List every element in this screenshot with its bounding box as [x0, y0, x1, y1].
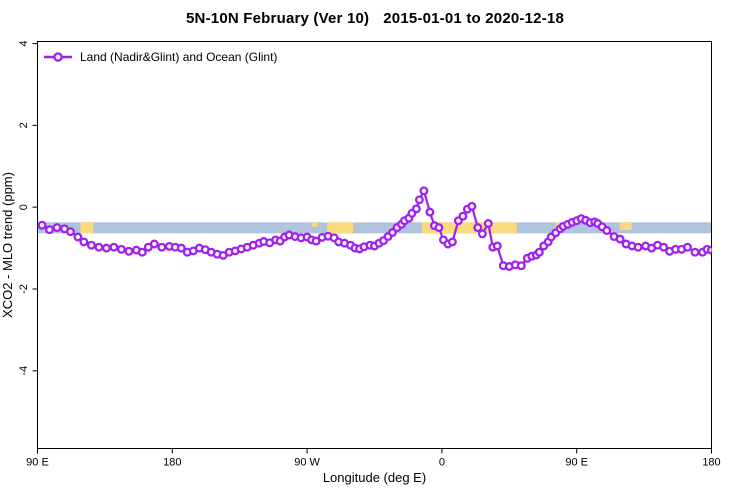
- plot-frame: [37, 41, 712, 449]
- y-axis-tick-label: 4: [18, 40, 30, 46]
- data-point-marker: [534, 247, 544, 257]
- title-region-period: 5N-10N February (Ver 10): [186, 10, 370, 27]
- data-point-marker: [30, 227, 37, 234]
- data-point-marker: [516, 261, 526, 271]
- data-point-marker: [66, 227, 75, 237]
- land-band-segment: [421, 222, 517, 234]
- data-point-marker: [425, 207, 435, 217]
- data-series: [30, 186, 712, 271]
- data-point-marker: [124, 246, 134, 256]
- title-date-range: 2015-01-01 to 2020-12-18: [383, 10, 564, 27]
- ocean-glint-band: [37, 222, 712, 234]
- data-point-marker: [458, 211, 468, 221]
- data-point-marker: [419, 186, 429, 196]
- x-axis-tick-label: 180: [163, 457, 181, 469]
- data-point-marker: [86, 240, 96, 250]
- land-band-segment: [619, 222, 632, 231]
- chart-title: 5N-10N February (Ver 10) 2015-01-01 to 20…: [0, 10, 750, 27]
- x-axis: 90 E 180 90 W 0 90 E 180: [26, 448, 721, 469]
- x-axis-tick-label: 180: [702, 457, 720, 469]
- y-axis-tick-label: -4: [18, 366, 30, 376]
- y-axis-title: XCO2 - MLO trend (ppm): [0, 172, 15, 318]
- data-point-marker: [157, 242, 167, 252]
- data-point-marker: [137, 247, 147, 257]
- data-point-marker: [94, 242, 104, 252]
- y-axis-tick-label: 0: [18, 204, 30, 210]
- data-point-marker: [79, 237, 89, 247]
- land-band-segment: [327, 222, 354, 234]
- data-point-marker: [116, 244, 126, 254]
- data-point-marker: [467, 201, 477, 211]
- x-axis-tick-label: 90 E: [565, 457, 588, 469]
- legend-marker-icon: [53, 52, 63, 62]
- data-point-marker: [45, 225, 54, 235]
- data-point-marker: [73, 232, 83, 242]
- y-axis-tick-label: 2: [18, 122, 30, 128]
- data-point-marker: [633, 242, 643, 252]
- data-point-marker: [434, 223, 444, 233]
- legend-label: Land (Nadir&Glint) and Ocean (Glint): [80, 50, 277, 64]
- data-point-marker: [483, 219, 493, 228]
- y-axis: 4 2 0 -2 -4: [18, 40, 38, 376]
- x-axis-title: Longitude (deg E): [323, 470, 426, 485]
- data-point-marker: [176, 243, 186, 253]
- data-point-marker: [473, 223, 483, 233]
- data-point-marker: [411, 204, 421, 214]
- data-point-marker: [690, 247, 700, 257]
- x-axis-tick-label: 0: [439, 457, 445, 469]
- data-point-marker: [707, 245, 712, 255]
- data-point-marker: [615, 234, 625, 244]
- y-axis-tick-label: -2: [18, 284, 30, 294]
- x-axis-tick-label: 90 E: [26, 457, 49, 469]
- data-point-marker: [492, 241, 502, 251]
- data-point-marker: [602, 226, 612, 235]
- data-point-marker: [659, 242, 669, 252]
- data-point-marker: [52, 223, 62, 233]
- legend: Land (Nadir&Glint) and Ocean (Glint): [44, 50, 277, 64]
- data-point-marker: [447, 237, 457, 247]
- data-point-marker: [683, 242, 692, 252]
- data-point-marker: [477, 229, 487, 239]
- data-point-marker: [311, 236, 321, 246]
- data-point-marker: [101, 243, 111, 253]
- data-point-marker: [109, 242, 119, 252]
- data-point-marker: [414, 195, 424, 205]
- data-point-marker: [37, 220, 47, 230]
- land-band-segment: [80, 222, 94, 234]
- x-axis-tick-label: 90 W: [294, 457, 320, 469]
- data-point-marker: [149, 239, 159, 249]
- land-band-segment: [311, 222, 318, 227]
